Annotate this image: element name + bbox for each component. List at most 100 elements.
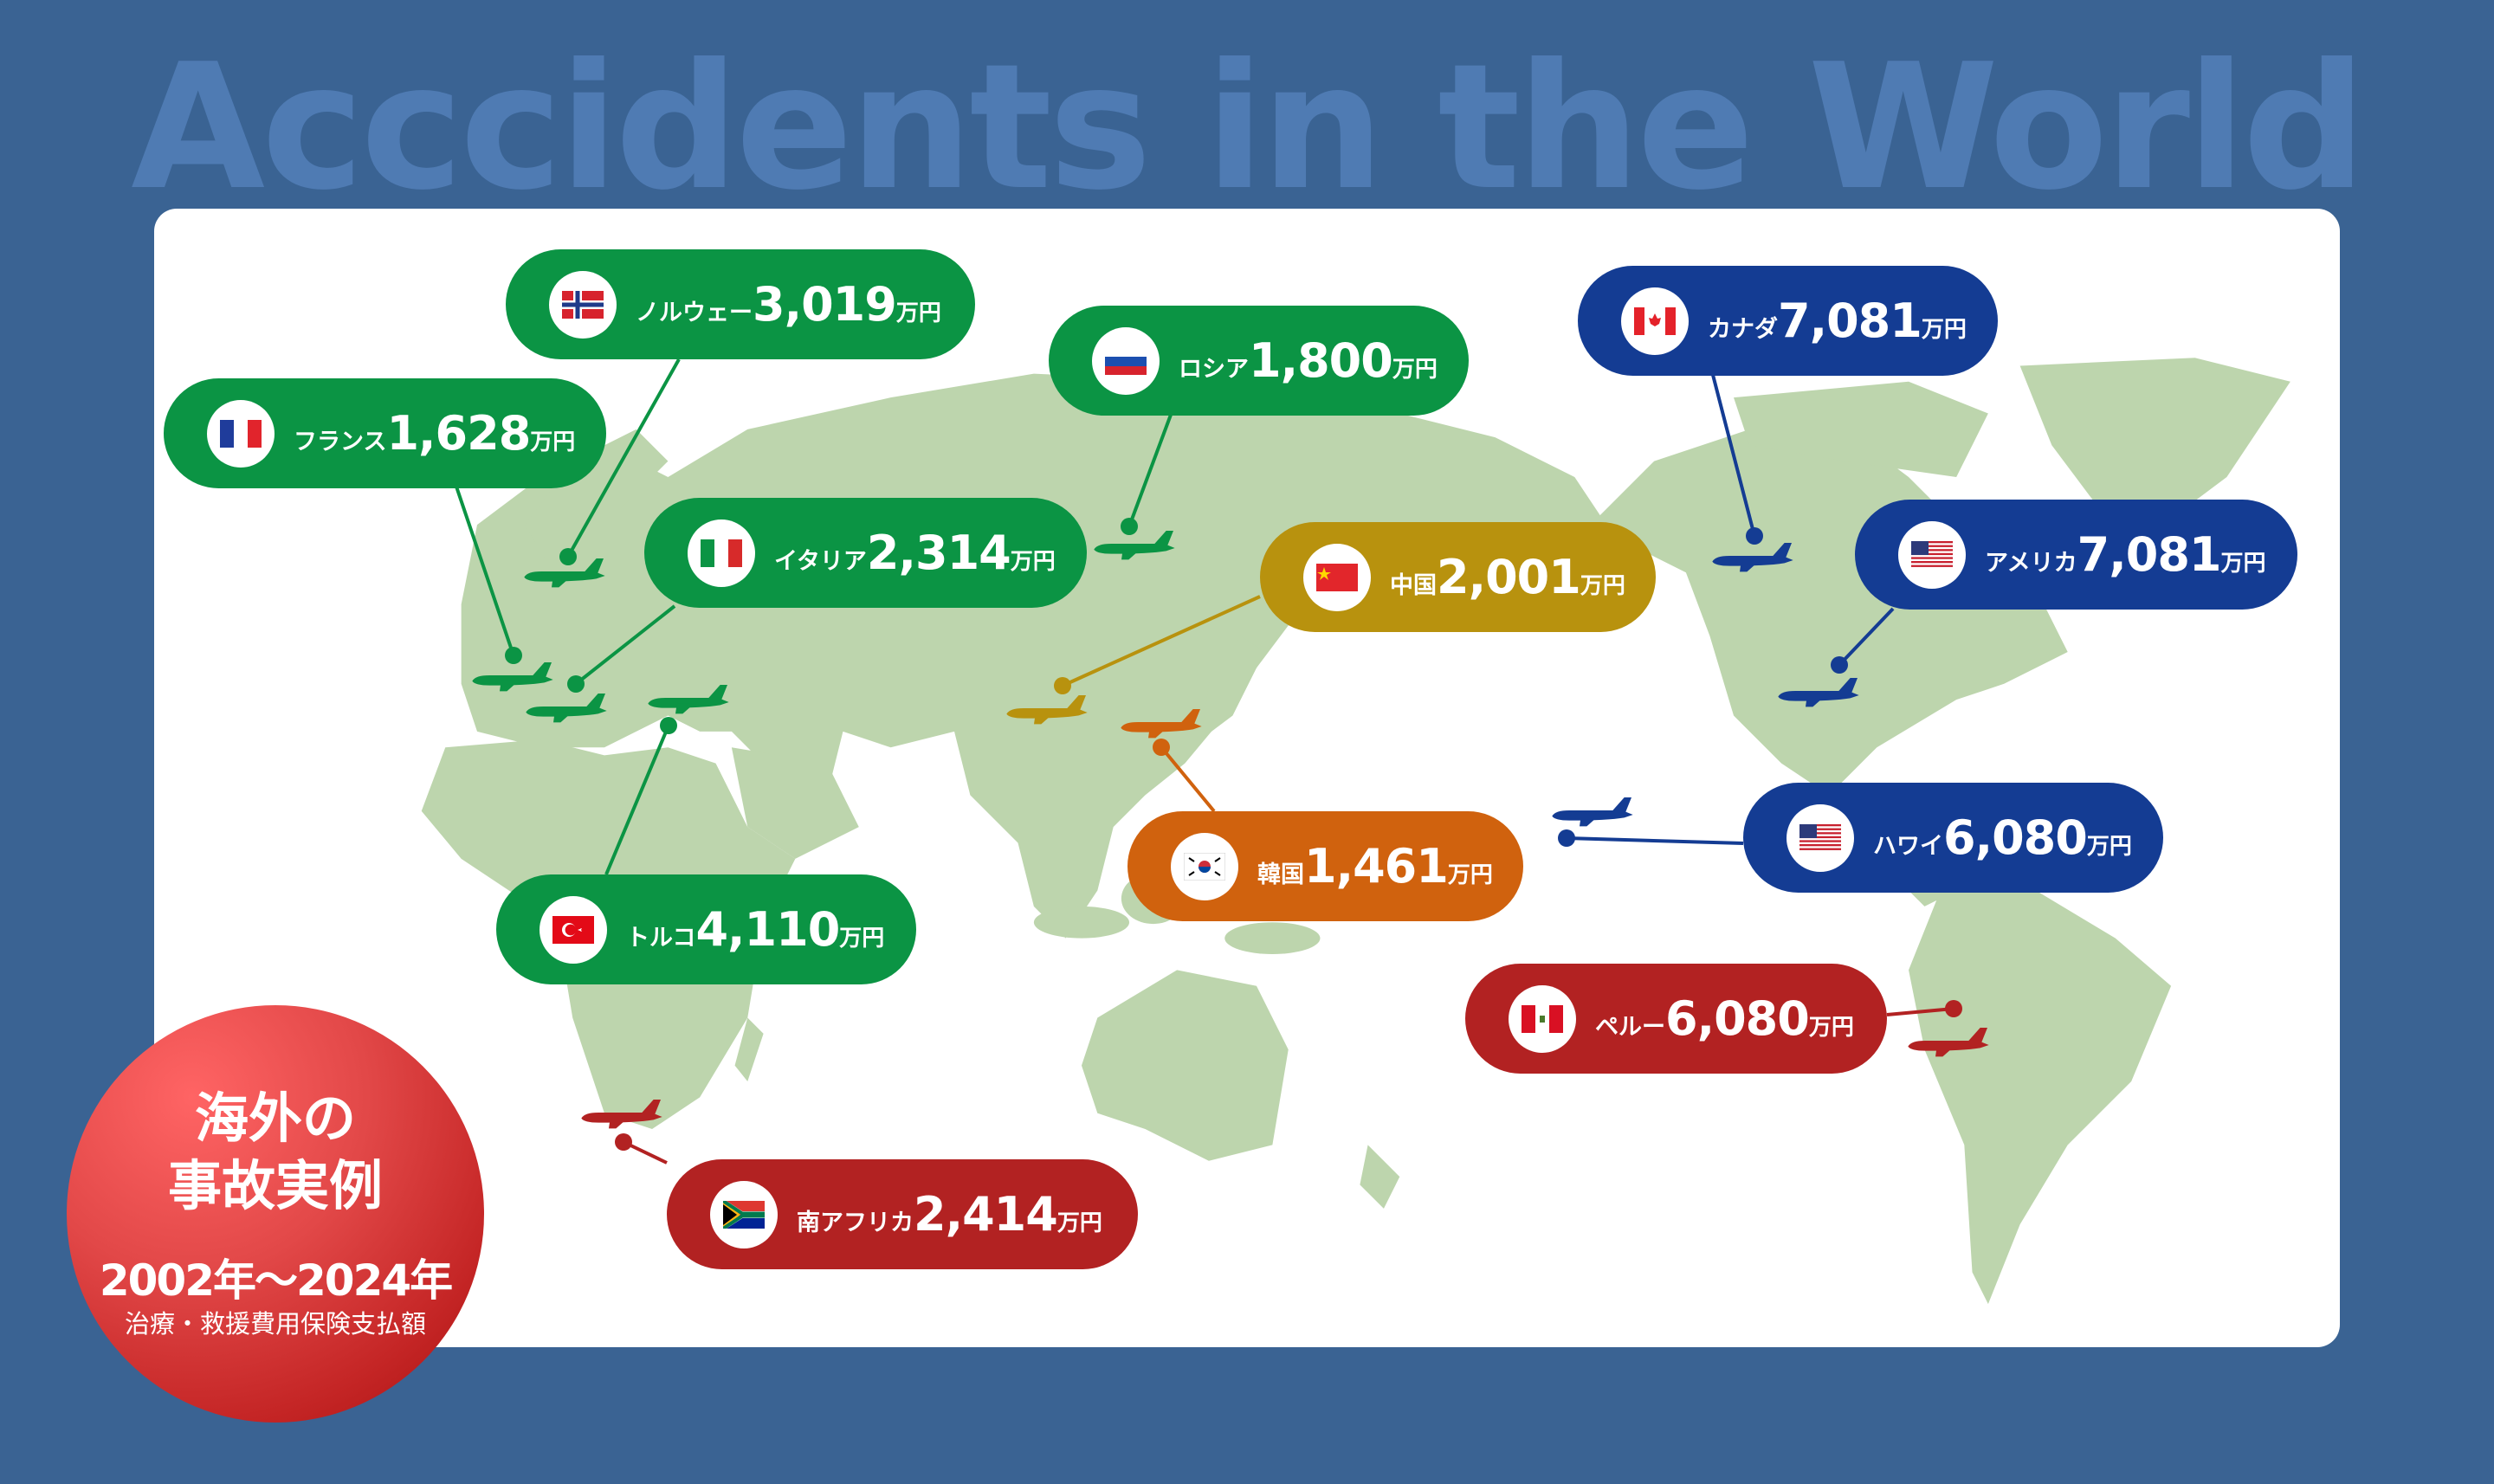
callout-canada: カナダ 7,081 万円	[1578, 266, 1998, 376]
amount: 6,080	[1665, 991, 1810, 1046]
unit: 万円	[1056, 1210, 1102, 1236]
dot-canada	[1746, 527, 1763, 545]
usa-flag-graphic	[1799, 823, 1841, 852]
callout-russia: ロシア 1,800 万円	[1049, 306, 1469, 416]
badge-period: 2002年〜2024年	[99, 1255, 453, 1306]
unit: 万円	[1010, 549, 1056, 575]
line-hawaii	[1566, 836, 1744, 845]
south-africa-flag-icon	[710, 1180, 778, 1248]
australia-land	[1081, 970, 1289, 1161]
peru-flag-graphic	[1522, 1004, 1563, 1033]
badge-line2: 事故実例	[167, 1154, 383, 1217]
north-america-land	[1590, 429, 2068, 796]
callout-italy: イタリア 2,314 万円	[644, 498, 1087, 608]
line-italy	[574, 604, 676, 686]
dot-russia	[1121, 518, 1138, 535]
line-usa	[1838, 607, 1895, 667]
amount: 2,314	[866, 526, 1011, 580]
unit: 万円	[1392, 357, 1438, 383]
callout-peru: ペルー 6,080 万円	[1465, 964, 1887, 1074]
usa-flag-icon	[1787, 803, 1854, 872]
location-dots	[505, 518, 1962, 1151]
dot-korea	[1153, 739, 1170, 756]
usa-flag-graphic	[1911, 540, 1953, 569]
line-peru	[1886, 1007, 1954, 1016]
summary-badge: 海外の 事故実例 2002年〜2024年 治療・救援費用保険支払額	[67, 1005, 484, 1423]
line-norway	[566, 358, 681, 558]
callout-south-africa: 南アフリカ 2,414 万円	[667, 1159, 1138, 1269]
amount: 2,414	[914, 1187, 1058, 1242]
dot-china	[1054, 677, 1071, 694]
south-africa-flag-graphic	[723, 1200, 765, 1229]
turkey-flag-icon	[540, 895, 607, 964]
dot-italy	[567, 675, 585, 693]
canada-flag-icon	[1621, 287, 1689, 355]
dot-norway	[559, 548, 577, 565]
country-name: ロシア	[1179, 356, 1249, 383]
newguinea-land	[1224, 922, 1321, 955]
unit: 万円	[895, 300, 941, 326]
amount: 1,628	[386, 406, 531, 461]
peru-flag-icon	[1509, 984, 1576, 1053]
unit: 万円	[1580, 573, 1625, 599]
indonesia-land	[1033, 906, 1130, 939]
unit: 万円	[1447, 862, 1493, 888]
italy-flag-icon	[688, 519, 755, 587]
unit: 万円	[530, 429, 576, 455]
country-name: フランス	[294, 429, 387, 455]
callout-turkey: トルコ 4,110 万円	[496, 874, 916, 984]
italy-flag-graphic	[701, 539, 742, 567]
country-name: 中国	[1390, 572, 1437, 599]
france-flag-graphic	[220, 419, 262, 448]
korea-flag-graphic	[1184, 852, 1225, 881]
leader-lines	[455, 358, 1954, 1165]
country-name: 南アフリカ	[797, 1210, 914, 1236]
line-china	[1062, 595, 1261, 687]
dot-usa	[1831, 656, 1848, 674]
russia-flag-icon	[1092, 326, 1160, 395]
country-name: カナダ	[1708, 316, 1778, 343]
china-flag-graphic	[1316, 563, 1358, 591]
page-title: Acccidents in the World	[131, 27, 2367, 229]
country-name: トルコ	[626, 925, 696, 952]
amount: 7,081	[2077, 527, 2222, 582]
dot-peru	[1945, 1000, 1962, 1017]
korea-flag-icon	[1171, 832, 1238, 900]
line-france	[455, 486, 515, 656]
amount: 6,080	[1943, 810, 2088, 865]
china-flag-icon	[1303, 543, 1371, 611]
unit: 万円	[2220, 551, 2266, 577]
turkey-flag-graphic	[552, 915, 594, 944]
unit: 万円	[1808, 1015, 1854, 1041]
badge-caption: 治療・救援費用保険支払額	[124, 1309, 426, 1339]
amount: 1,800	[1249, 333, 1393, 388]
newzealand-land	[1360, 1145, 1400, 1209]
dot-france	[505, 647, 522, 664]
greenland-land	[2019, 358, 2290, 526]
badge-line1: 海外の	[194, 1087, 356, 1150]
callout-korea: 韓国 1,461 万円	[1127, 811, 1523, 921]
arctic-islands-land	[1734, 381, 1988, 478]
unit: 万円	[839, 926, 885, 952]
arabia-land	[731, 747, 859, 859]
callout-france: フランス 1,628 万円	[164, 378, 606, 488]
callout-china: 中国 2,001 万円	[1260, 522, 1656, 632]
country-name: ペルー	[1595, 1014, 1665, 1041]
line-korea	[1160, 745, 1216, 813]
line-turkey	[604, 725, 670, 875]
dot-hawaii	[1558, 829, 1575, 847]
amount: 3,019	[753, 277, 897, 332]
unit: 万円	[1921, 317, 1967, 343]
norway-flag-icon	[549, 270, 617, 339]
callout-usa: アメリカ 7,081 万円	[1855, 500, 2297, 610]
russia-flag-graphic	[1105, 346, 1147, 375]
scandinavia-land	[525, 429, 669, 565]
country-name: ハワイ	[1873, 833, 1943, 860]
madagascar-land	[734, 1017, 764, 1081]
amount: 4,110	[695, 902, 840, 957]
unit: 万円	[2086, 834, 2132, 860]
callout-hawaii: ハワイ 6,080 万円	[1743, 783, 2163, 893]
south-america-land	[1909, 890, 2172, 1305]
canada-flag-graphic	[1634, 306, 1676, 335]
callout-norway: ノルウェー 3,019 万円	[506, 249, 975, 359]
